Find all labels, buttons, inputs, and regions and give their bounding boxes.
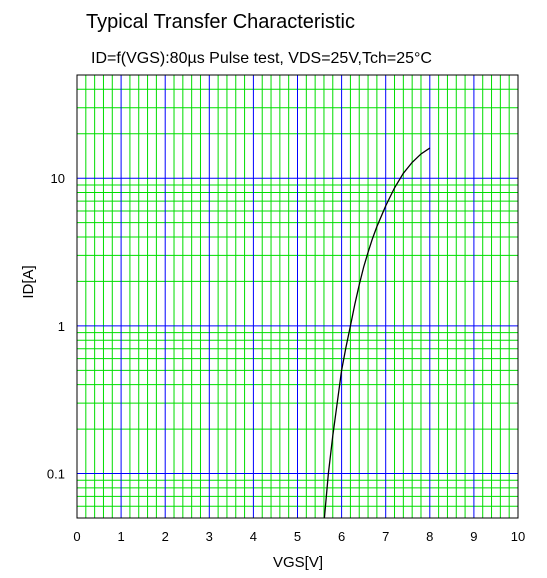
chart-title: Typical Transfer Characteristic: [86, 11, 355, 33]
chart-subtitle: ID=f(VGS):80µs Pulse test, VDS=25V,Tch=2…: [91, 50, 432, 67]
plot-series: [323, 147, 431, 519]
x-tick-label: 10: [511, 529, 525, 544]
x-tick-label: 3: [206, 529, 213, 544]
x-tick-label: 0: [73, 529, 80, 544]
plot-border: [76, 74, 519, 519]
x-tick-label: 9: [470, 529, 477, 544]
transfer-curve: [323, 147, 431, 519]
x-tick-label: 6: [338, 529, 345, 544]
y-tick-label: 1: [58, 319, 65, 334]
x-axis-label: VGS[V]: [273, 554, 323, 571]
x-tick-label: 8: [426, 529, 433, 544]
y-tick-label: 10: [51, 171, 65, 186]
y-axis-label: ID[A]: [20, 265, 37, 298]
x-tick-label: 5: [294, 529, 301, 544]
y-axis-ticks: 0.1 1 10: [47, 171, 65, 481]
x-tick-label: 2: [162, 529, 169, 544]
major-gridlines: [76, 75, 519, 518]
y-tick-label: 0.1: [47, 467, 65, 482]
x-tick-label: 7: [382, 529, 389, 544]
x-tick-label: 1: [117, 529, 124, 544]
x-tick-label: 4: [250, 529, 257, 544]
minor-gridlines: [77, 74, 518, 519]
x-axis-ticks: 0 1 2 3 4 5 6 7 8 9 10: [73, 529, 525, 544]
